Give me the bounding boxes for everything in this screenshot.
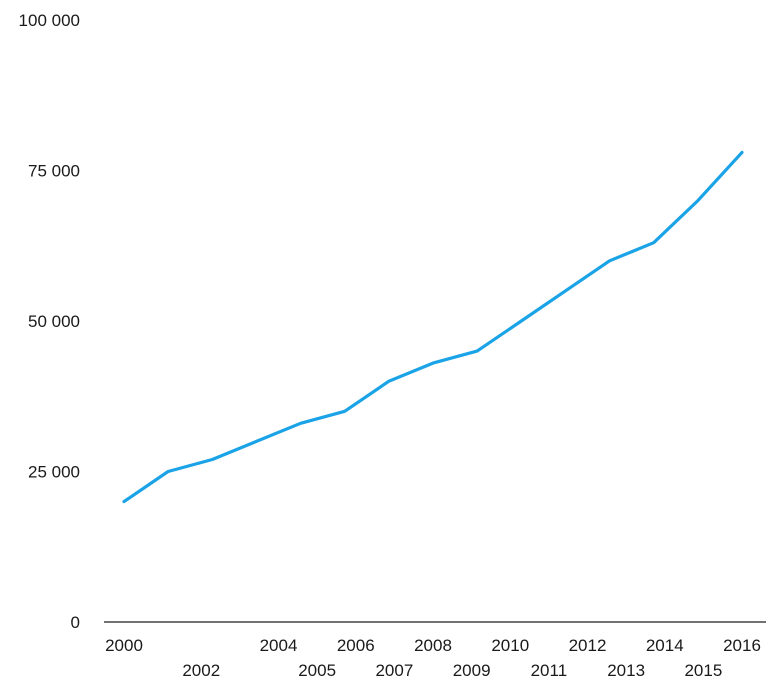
x-tick-label-bottom: 2002 [182, 661, 220, 680]
y-tick-label: 0 [71, 613, 80, 632]
x-tick-label-bottom: 2015 [684, 661, 722, 680]
x-tick-label-bottom: 2007 [375, 661, 413, 680]
y-tick-label: 75 000 [28, 162, 80, 181]
y-tick-label: 50 000 [28, 312, 80, 331]
x-tick-label-top: 2014 [646, 636, 684, 655]
series-layer [122, 150, 744, 504]
y-axis-tick-labels: 0 25 000 50 000 75 000 100 000 [19, 11, 80, 632]
x-tick-label-top: 2008 [414, 636, 452, 655]
x-tick-label-bottom: 2013 [607, 661, 645, 680]
x-tick-label-top: 2010 [491, 636, 529, 655]
y-tick-label: 100 000 [19, 11, 80, 30]
x-axis-tick-labels: 2000 2004 2006 2008 2010 2012 2014 2016 2002 2005… [105, 636, 761, 680]
x-tick-label-top: 2016 [723, 636, 761, 655]
x-tick-label-top: 2006 [337, 636, 375, 655]
y-tick-label: 25 000 [28, 463, 80, 482]
series-line-0 [122, 150, 744, 504]
x-tick-label-top: 2004 [260, 636, 298, 655]
x-tick-label-top: 2012 [569, 636, 607, 655]
x-tick-label-top: 2000 [105, 636, 143, 655]
x-tick-label-bottom: 2009 [453, 661, 491, 680]
x-tick-label-bottom: 2011 [531, 661, 568, 680]
x-tick-label-bottom: 2005 [298, 661, 336, 680]
